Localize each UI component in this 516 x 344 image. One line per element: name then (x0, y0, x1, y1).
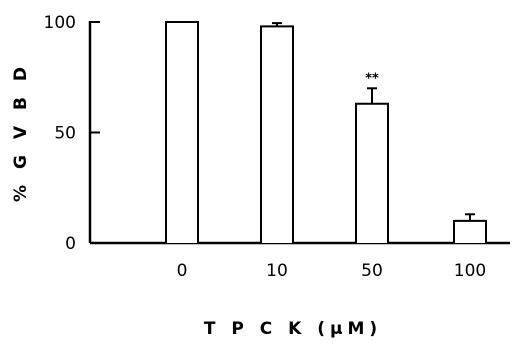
x-axis-title: T P C K (μM) (204, 319, 382, 339)
x-tick-label: 0 (177, 261, 188, 281)
bar-10 (260, 25, 294, 243)
y-tick-label: 100 (44, 13, 76, 33)
axes (88, 21, 510, 245)
x-tick-label: 10 (266, 261, 288, 281)
x-tick-label: 50 (361, 261, 383, 281)
y-tick-label: 0 (65, 234, 76, 254)
y-axis-title: % G V B D (11, 62, 31, 202)
significance-annotation: ** (365, 71, 379, 86)
bar-0 (165, 21, 199, 243)
bar-100 (453, 219, 487, 243)
x-tick-label: 100 (454, 261, 486, 281)
x-ticks: 0 10 50 100 (177, 261, 487, 281)
bars: ** (165, 21, 487, 243)
y-ticks: 0 50 100 (44, 13, 100, 254)
y-tick-label: 50 (54, 124, 76, 144)
bar-50 (355, 102, 389, 243)
